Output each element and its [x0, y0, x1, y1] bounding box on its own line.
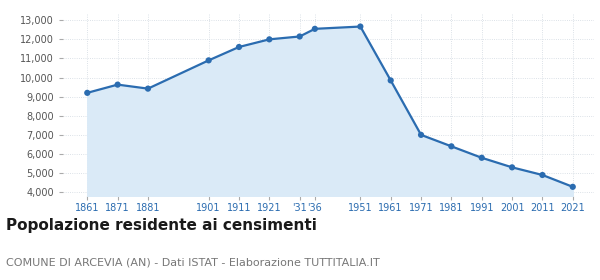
Point: [507, 165, 517, 170]
Point: [82, 91, 92, 95]
Point: [538, 173, 547, 177]
Point: [295, 34, 304, 39]
Point: [234, 45, 244, 49]
Point: [204, 58, 214, 63]
Point: [310, 27, 320, 31]
Point: [356, 24, 365, 29]
Point: [477, 156, 487, 160]
Point: [113, 82, 122, 87]
Point: [386, 78, 395, 83]
Point: [265, 37, 274, 42]
Point: [568, 185, 578, 189]
Point: [416, 133, 426, 137]
Point: [143, 87, 153, 91]
Text: COMUNE DI ARCEVIA (AN) - Dati ISTAT - Elaborazione TUTTITALIA.IT: COMUNE DI ARCEVIA (AN) - Dati ISTAT - El…: [6, 258, 380, 268]
Point: [446, 144, 456, 149]
Text: Popolazione residente ai censimenti: Popolazione residente ai censimenti: [6, 218, 317, 234]
